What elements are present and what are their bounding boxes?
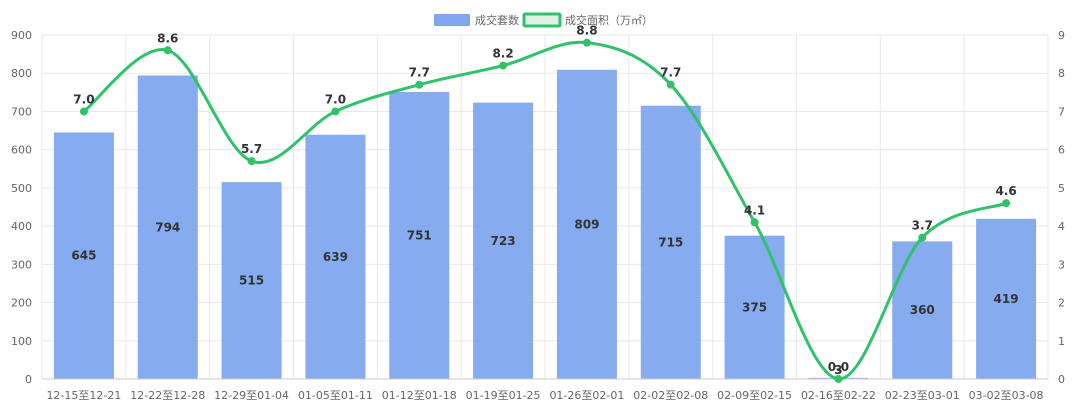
bar-value-label: 645	[71, 249, 96, 263]
y-right-tick-label: 8	[1058, 67, 1065, 80]
bar-02-09至02-15[interactable]	[724, 235, 785, 379]
bar-value-label: 375	[742, 300, 767, 314]
bar-01-26至02-01[interactable]	[556, 69, 617, 379]
y-right-tick-label: 3	[1058, 258, 1065, 271]
line-point-01-19至01-25[interactable]	[499, 61, 508, 70]
x-tick-label: 03-02至03-08	[969, 389, 1044, 402]
bar-value-label: 515	[239, 274, 264, 288]
line-point-02-02至02-08[interactable]	[666, 80, 675, 89]
line-point-03-02至03-08[interactable]	[1002, 199, 1011, 208]
bar-value-label: 3	[834, 363, 842, 377]
line-value-label: 4.1	[744, 203, 765, 217]
y-right-tick-label: 9	[1058, 29, 1065, 42]
bar-value-label: 639	[323, 250, 348, 264]
line-value-label: 3.7	[912, 219, 933, 233]
y-right-tick-label: 7	[1058, 105, 1065, 118]
x-tick-label: 01-19至01-25	[466, 389, 541, 402]
y-left-tick-label: 800	[11, 67, 32, 80]
y-left-tick-label: 200	[11, 297, 32, 310]
line-value-label: 8.2	[492, 47, 513, 61]
legend-swatch-line[interactable]	[522, 12, 562, 28]
legend-swatch-bar[interactable]	[434, 14, 470, 26]
y-left-tick-label: 400	[11, 220, 32, 233]
y-right-tick-label: 0	[1058, 373, 1065, 386]
line-point-01-26至02-01[interactable]	[582, 38, 591, 47]
y-right-tick-label: 5	[1058, 182, 1065, 195]
bar-value-label: 360	[910, 303, 935, 317]
x-tick-label: 12-15至12-21	[46, 389, 121, 402]
y-left-tick-label: 700	[11, 105, 32, 118]
x-tick-label: 02-16至02-22	[801, 389, 876, 402]
x-tick-label: 01-26至02-01	[549, 389, 624, 402]
line-point-01-12至01-18[interactable]	[415, 80, 424, 89]
x-tick-label: 02-09至02-15	[717, 389, 792, 402]
bar-02-02至02-08[interactable]	[640, 105, 701, 379]
bar-12-22至12-28[interactable]	[137, 75, 198, 379]
line-value-label: 5.7	[241, 142, 262, 156]
bar-02-23至03-01[interactable]	[892, 241, 953, 379]
y-left-tick-label: 900	[11, 29, 32, 42]
line-point-12-15至12-21[interactable]	[79, 107, 88, 116]
y-right-tick-label: 2	[1058, 297, 1065, 310]
line-value-label: 8.6	[157, 31, 178, 45]
bar-value-label: 419	[994, 292, 1019, 306]
line-value-label: 7.7	[409, 66, 430, 80]
x-tick-label: 01-12至01-18	[382, 389, 457, 402]
bar-value-label: 751	[407, 228, 432, 242]
line-point-01-05至01-11[interactable]	[331, 107, 340, 116]
legend-label-bar[interactable]: 成交套数	[475, 13, 519, 27]
y-right-tick-label: 6	[1058, 144, 1065, 157]
x-tick-label: 02-02至02-08	[633, 389, 708, 402]
bar-12-15至12-21[interactable]	[53, 132, 114, 379]
x-tick-label: 02-23至03-01	[885, 389, 960, 402]
line-point-12-22至12-28[interactable]	[163, 46, 172, 55]
line-value-label: 4.6	[995, 184, 1016, 198]
bar-01-12至01-18[interactable]	[389, 91, 450, 379]
x-tick-label: 12-22至12-28	[130, 389, 205, 402]
bar-value-label: 723	[491, 234, 516, 248]
bar-value-label: 794	[155, 220, 180, 234]
bar-03-02至03-08[interactable]	[976, 218, 1037, 379]
x-tick-label: 12-29至01-04	[214, 389, 289, 402]
bar-value-label: 809	[574, 217, 599, 231]
line-value-label: 0.0	[828, 360, 849, 374]
line-value-label: 8.8	[576, 24, 597, 38]
line-value-label: 7.7	[660, 66, 681, 80]
bar-value-label: 715	[658, 235, 683, 249]
line-value-label: 7.0	[325, 92, 346, 106]
y-right-tick-label: 4	[1058, 220, 1065, 233]
bar-01-05至01-11[interactable]	[305, 134, 366, 379]
y-left-tick-label: 300	[11, 258, 32, 271]
bar-01-19至01-25[interactable]	[473, 102, 534, 380]
y-left-tick-label: 600	[11, 144, 32, 157]
line-point-02-23至03-01[interactable]	[918, 233, 927, 242]
area-line-series	[82, 40, 1007, 381]
legend-label-line[interactable]: 成交面积（万㎡）	[565, 13, 653, 27]
bar-12-29至01-04[interactable]	[221, 182, 282, 379]
y-left-tick-label: 0	[25, 373, 32, 386]
line-point-12-29至01-04[interactable]	[247, 157, 256, 166]
line-value-label: 7.0	[73, 92, 94, 106]
line-point-02-09至02-15[interactable]	[750, 218, 759, 227]
x-tick-label: 01-05至01-11	[298, 389, 373, 402]
y-left-tick-label: 100	[11, 335, 32, 348]
line-point-02-16至02-22[interactable]	[834, 375, 843, 383]
y-right-tick-label: 1	[1058, 335, 1065, 348]
y-left-tick-label: 500	[11, 182, 32, 195]
